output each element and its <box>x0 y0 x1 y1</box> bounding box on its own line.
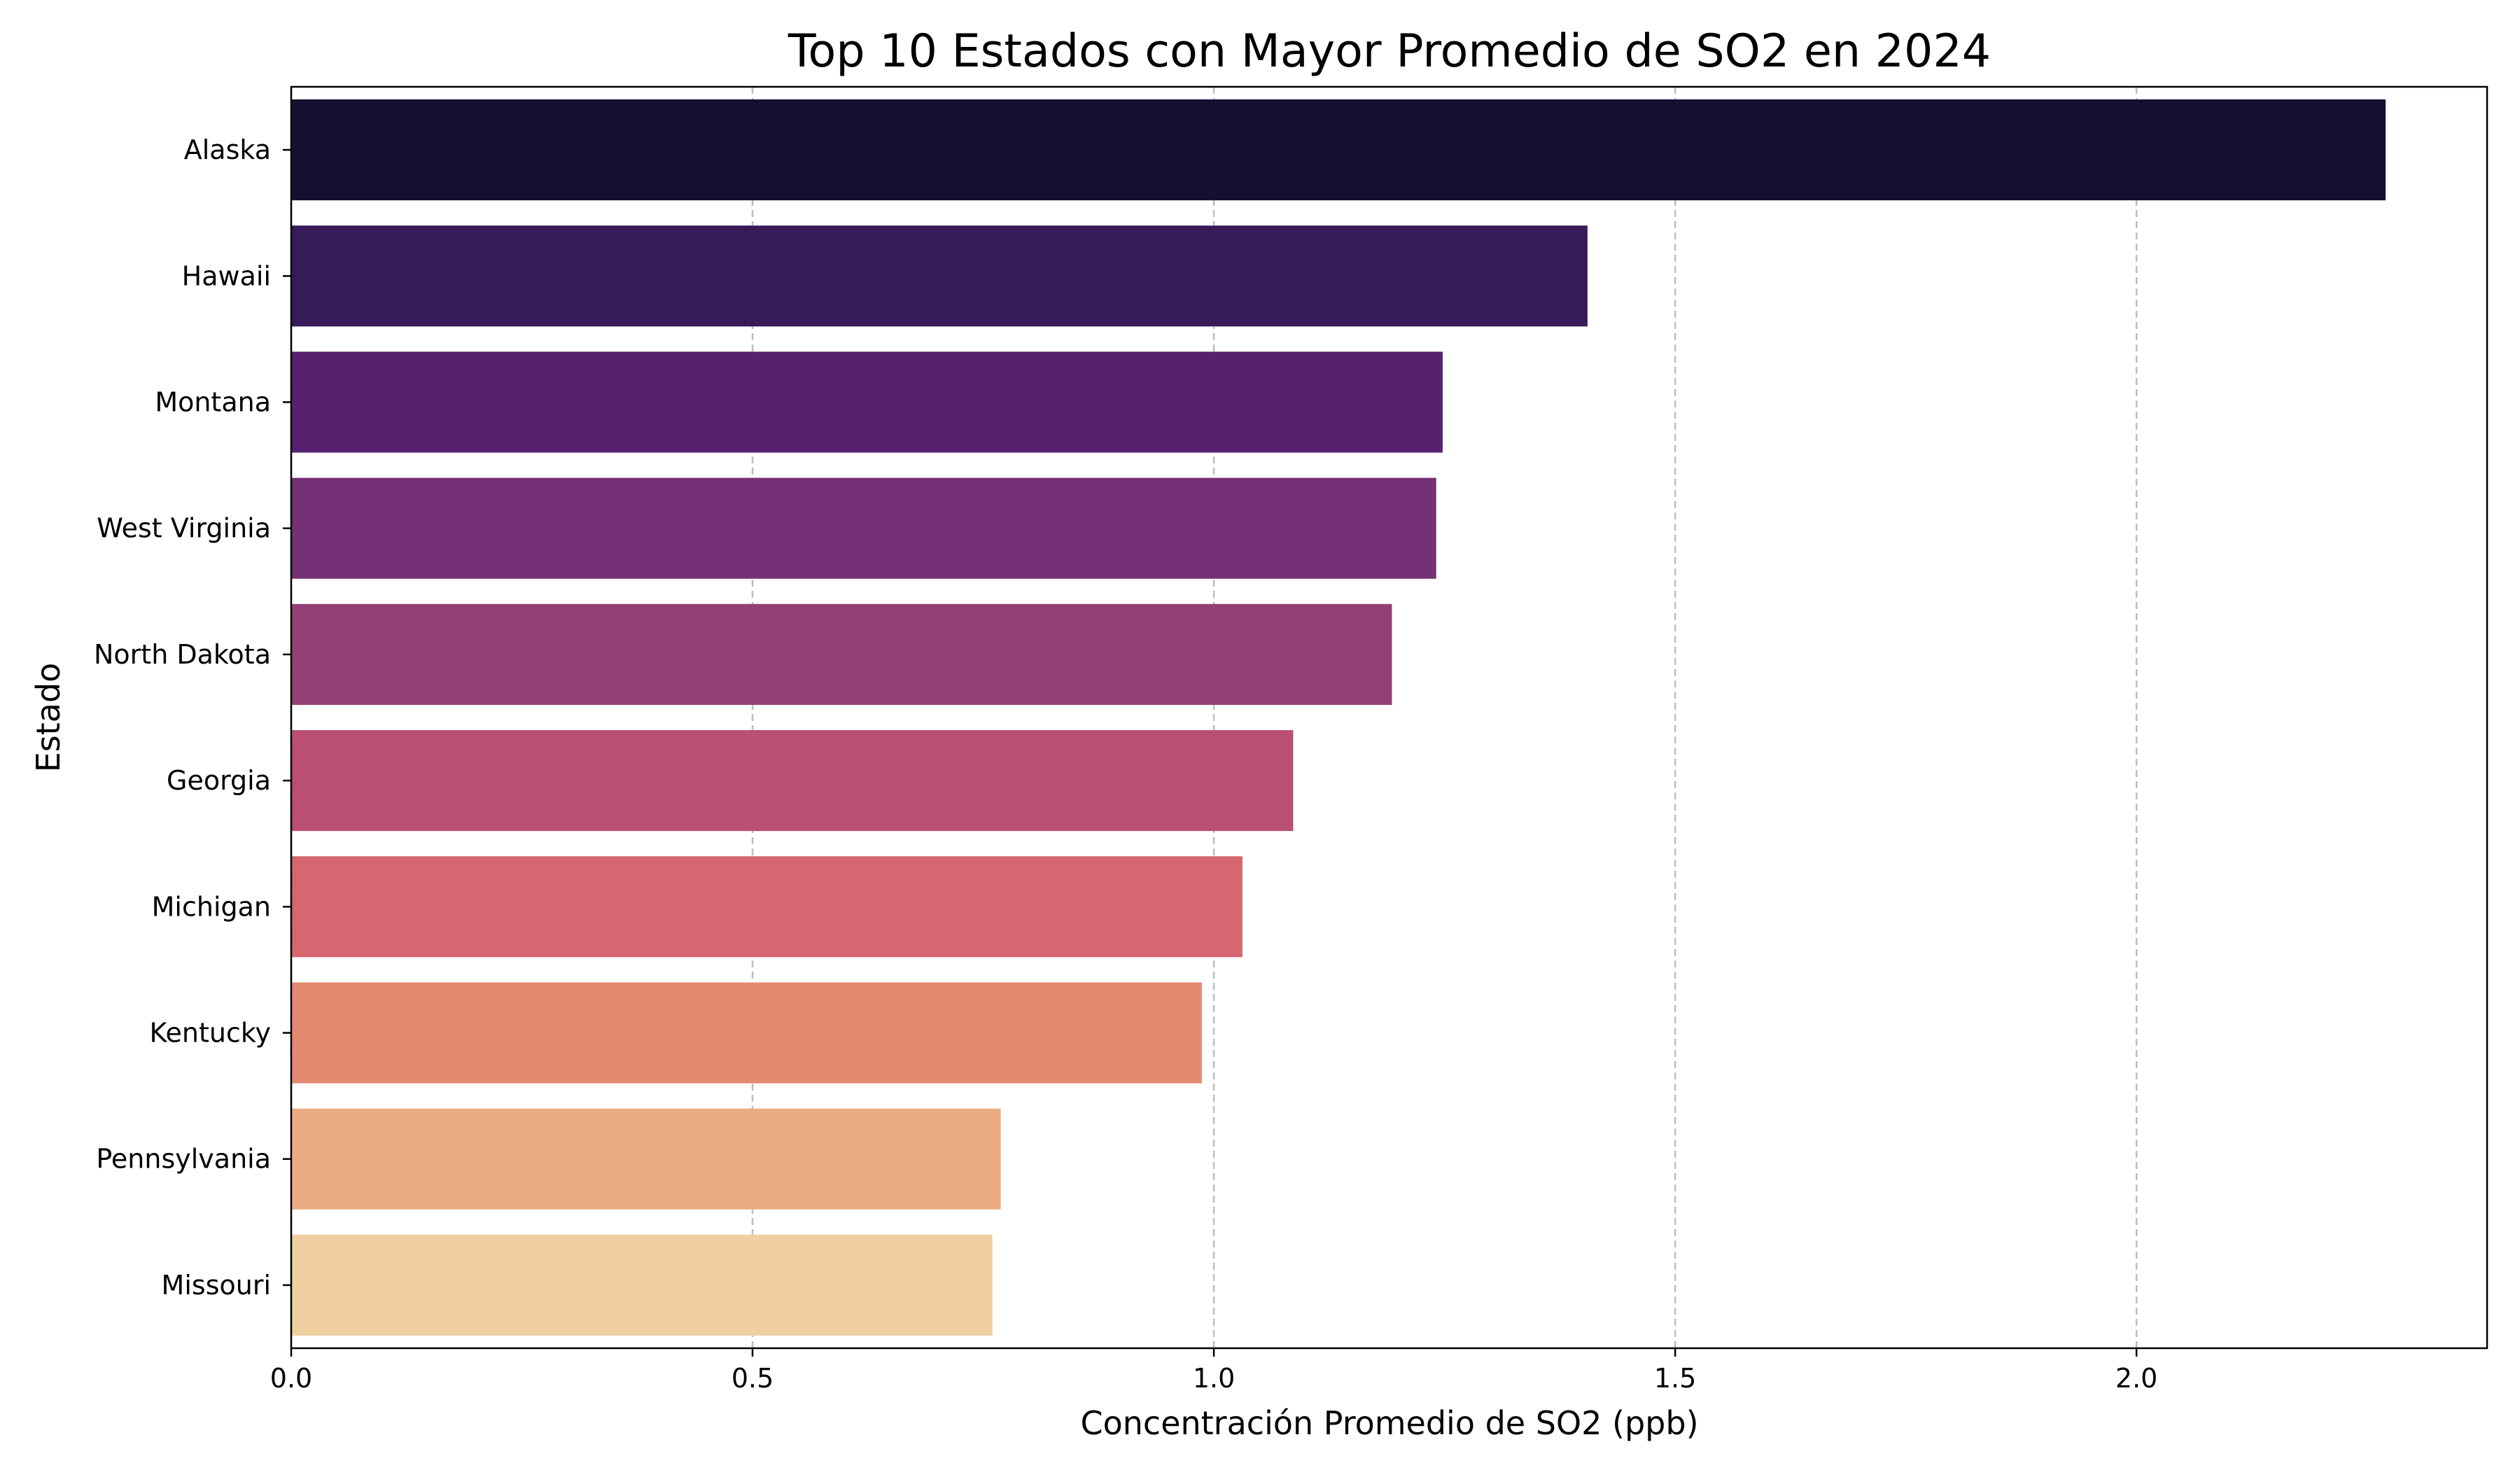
bar <box>291 351 1443 453</box>
bar <box>291 603 1392 705</box>
y-tick-label: North Dakota <box>94 639 271 670</box>
x-tick-label: 0.5 <box>732 1363 774 1394</box>
y-tick-label: Kentucky <box>149 1018 271 1049</box>
y-tick-label: Alaska <box>184 134 271 165</box>
bar <box>291 1234 993 1336</box>
y-tick-label: Pennsylvania <box>96 1144 271 1175</box>
bar <box>291 225 1588 327</box>
y-axis-ticks: Alaska Hawaii Montana West Virginia North Da… <box>94 134 291 1301</box>
y-tick-label: West Virginia <box>97 513 271 544</box>
y-tick-label: Michigan <box>152 891 271 922</box>
y-tick-label: Hawaii <box>182 260 271 291</box>
x-tick-label: 1.0 <box>1193 1363 1235 1394</box>
chart-title: Top 10 Estados con Mayor Promedio de SO2… <box>788 25 1991 78</box>
plot-frame <box>290 85 2488 1350</box>
y-tick-label: Montana <box>155 387 271 418</box>
bar <box>291 730 1294 832</box>
y-axis-label: Estado <box>29 663 67 773</box>
bar <box>291 856 1242 958</box>
x-axis-ticks: 0.0 0.5 1.0 1.5 2.0 <box>270 1348 2157 1394</box>
y-tick-label: Georgia <box>167 765 271 796</box>
bars <box>291 99 2386 1336</box>
bar <box>291 99 2386 201</box>
bar <box>291 1108 1001 1210</box>
y-tick-label: Missouri <box>162 1270 271 1301</box>
x-tick-label: 0.0 <box>270 1363 312 1394</box>
bar <box>291 477 1436 579</box>
x-axis-label: Concentración Promedio de SO2 (ppb) <box>1080 1404 1698 1442</box>
x-tick-label: 2.0 <box>2115 1363 2157 1394</box>
bar <box>291 982 1202 1084</box>
x-tick-label: 1.5 <box>1654 1363 1696 1394</box>
